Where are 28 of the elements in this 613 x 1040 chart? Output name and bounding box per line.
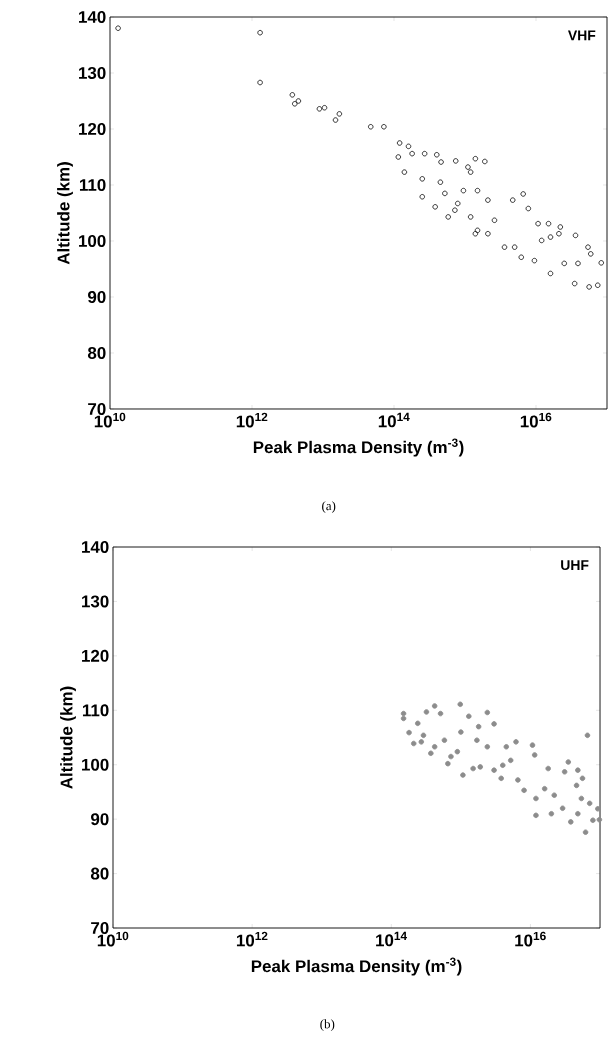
y-tick-label: 130 (82, 595, 109, 608)
text: (b) (320, 1019, 335, 1032)
y-axis-title: Altitude (km) (57, 162, 73, 265)
x-tick-label: 10$^{16}$ (520, 412, 552, 428)
y-tick-label: 130 (79, 66, 106, 80)
y-tick-label: 80 (90, 867, 109, 880)
x-tick-label: 10$^{12}$ (236, 412, 268, 428)
x-tick-label: 10$^{14}$ (378, 412, 410, 428)
annotation: UHF (561, 560, 589, 571)
y-tick-label: 140 (79, 11, 106, 23)
y-tick-label: 80 (87, 347, 106, 359)
y-tick-label: 100 (82, 758, 109, 771)
y-tick-label: 100 (79, 235, 106, 247)
y-tick-label: 110 (82, 704, 109, 717)
x-tick-label: 10$^{16}$ (515, 931, 546, 947)
text: (a) (322, 501, 336, 513)
y-tick-label: 120 (82, 649, 109, 662)
y-axis-title: Altitude (km) (60, 686, 76, 789)
y-tick-label: 90 (87, 291, 106, 303)
y-tick-label: 140 (82, 541, 109, 554)
x-axis-title: Peak Plasma Density (m$^{-3}$) (253, 438, 464, 457)
y-tick-label: 110 (79, 179, 106, 191)
x-tick-label: 10$^{12}$ (236, 931, 268, 947)
y-tick-label: 90 (90, 813, 109, 826)
x-axis-title: Peak Plasma Density (m$^{-3}$) (251, 957, 462, 976)
annotation: VHF (567, 30, 596, 41)
x-tick-label: 10$^{14}$ (376, 931, 407, 947)
y-tick-label: 120 (79, 123, 106, 135)
